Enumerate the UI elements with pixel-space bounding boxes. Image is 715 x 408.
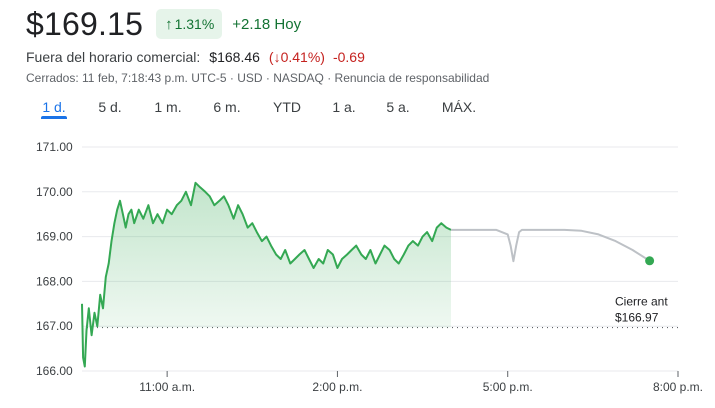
change-percent-badge: ↑ 1.31% [156,9,223,39]
x-tick-label: 8:00 p.m. [653,380,703,394]
y-tick-label: 168.00 [36,274,73,288]
tab-5y[interactable]: 5 a. [386,99,410,115]
x-axis: 11:00 a.m. 2:00 p.m. 5:00 p.m. 8:00 p.m. [139,371,703,394]
price-line-regular [81,181,452,368]
x-tick-label: 11:00 a.m. [139,380,195,394]
current-price: $169.15 [26,6,144,42]
arrow-down-icon: ↓ [273,49,281,65]
previous-close-label: Cierre ant [615,295,668,309]
change-today: +2.18 Hoy [232,15,302,33]
market-meta: Cerrados: 11 feb, 7:18:43 p.m. UTC-5 · U… [26,71,490,85]
price-area-fill [82,182,451,367]
after-hours-change: -0.69 [332,49,365,65]
tab-1m[interactable]: 1 m. [154,99,182,115]
tab-max[interactable]: MÁX. [441,99,477,115]
x-tick-label: 2:00 p.m. [312,380,362,394]
after-hours-price: $168.46 [209,49,260,65]
tab-1y[interactable]: 1 a. [332,99,356,115]
after-hours-label: Fuera del horario comercial: [26,49,201,65]
price-line-after-hours [451,228,651,263]
tab-ytd[interactable]: YTD [273,99,301,115]
last-price-dot [645,256,655,266]
active-tab-indicator [41,116,67,119]
y-tick-label: 171.00 [36,140,73,154]
after-hours-percent: (↓0.41%) [268,49,325,65]
quote-header: $169.15 ↑ 1.31% +2.18 Hoy [26,5,301,43]
x-tick-label: 5:00 p.m. [483,380,533,394]
previous-close-value: $166.97 [615,311,659,325]
y-tick-label: 170.00 [36,185,73,199]
y-axis: 171.00 170.00 169.00 168.00 167.00 166.00 [36,140,73,378]
tab-5d[interactable]: 5 d. [98,99,122,115]
price-chart[interactable]: 171.00 170.00 169.00 168.00 167.00 166.00 11:… [0,125,715,408]
y-tick-label: 167.00 [36,319,73,333]
after-hours-row: Fuera del horario comercial: $168.46 (↓0… [26,49,365,65]
y-tick-label: 166.00 [36,364,73,378]
tab-1d[interactable]: 1 d. [42,99,66,115]
arrow-up-icon: ↑ [165,15,173,33]
y-tick-label: 169.00 [36,230,73,244]
after-hours-percent-value: 0.41% [280,49,321,65]
range-tabs: 1 d. 5 d. 1 m. 6 m. YTD 1 a. 5 a. MÁX. [0,96,715,122]
change-percent: 1.31% [174,16,215,32]
tab-6m[interactable]: 6 m. [213,99,241,115]
